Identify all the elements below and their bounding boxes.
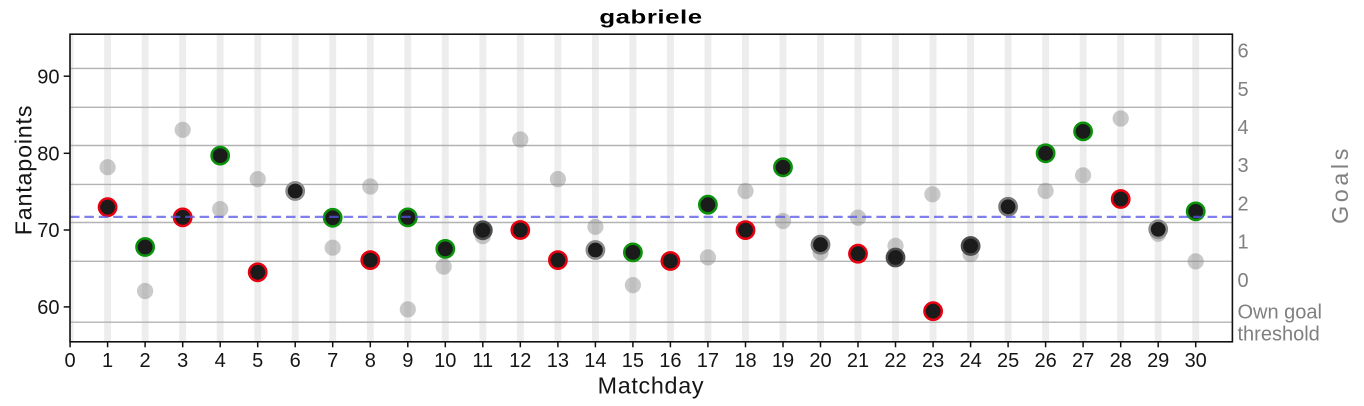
svg-text:80: 80 <box>37 144 59 166</box>
svg-text:15: 15 <box>622 350 644 372</box>
svg-text:10: 10 <box>434 350 456 372</box>
svg-text:0: 0 <box>65 350 76 372</box>
svg-text:25: 25 <box>997 350 1019 372</box>
svg-text:13: 13 <box>547 350 569 372</box>
svg-text:5: 5 <box>1238 79 1249 101</box>
svg-text:4: 4 <box>1238 117 1249 139</box>
svg-text:3: 3 <box>1238 155 1249 177</box>
svg-text:threshold: threshold <box>1238 323 1320 345</box>
svg-text:3: 3 <box>177 350 188 372</box>
svg-text:0: 0 <box>1238 270 1249 292</box>
svg-text:Fantapoints: Fantapoints <box>11 105 37 236</box>
svg-text:27: 27 <box>1072 350 1094 372</box>
svg-text:Goals: Goals <box>1327 145 1353 224</box>
svg-text:Own goal: Own goal <box>1238 301 1323 323</box>
svg-text:90: 90 <box>37 66 59 88</box>
svg-text:1: 1 <box>1238 232 1249 254</box>
svg-text:30: 30 <box>1185 350 1207 372</box>
svg-text:11: 11 <box>472 350 493 372</box>
svg-text:7: 7 <box>327 350 338 372</box>
svg-text:28: 28 <box>1110 350 1132 372</box>
svg-text:9: 9 <box>402 350 413 372</box>
svg-text:2: 2 <box>140 350 151 372</box>
svg-text:14: 14 <box>584 350 606 372</box>
svg-text:5: 5 <box>252 350 263 372</box>
svg-text:20: 20 <box>809 350 831 372</box>
svg-text:29: 29 <box>1147 350 1169 372</box>
svg-text:1: 1 <box>102 350 113 372</box>
svg-text:26: 26 <box>1034 350 1056 372</box>
svg-text:4: 4 <box>215 350 226 372</box>
svg-text:6: 6 <box>290 350 301 372</box>
svg-text:24: 24 <box>959 350 981 372</box>
svg-text:12: 12 <box>509 350 531 372</box>
svg-text:2: 2 <box>1238 193 1249 215</box>
svg-text:19: 19 <box>772 350 794 372</box>
svg-text:8: 8 <box>365 350 376 372</box>
svg-text:21: 21 <box>847 350 869 372</box>
svg-text:23: 23 <box>922 350 944 372</box>
svg-text:18: 18 <box>734 350 756 372</box>
svg-text:17: 17 <box>697 350 719 372</box>
svg-text:6: 6 <box>1238 41 1249 63</box>
svg-text:22: 22 <box>884 350 906 372</box>
svg-text:gabriele: gabriele <box>599 6 702 28</box>
svg-text:Matchday: Matchday <box>598 373 705 399</box>
svg-text:60: 60 <box>37 297 59 319</box>
svg-text:16: 16 <box>659 350 681 372</box>
svg-text:70: 70 <box>37 220 59 242</box>
